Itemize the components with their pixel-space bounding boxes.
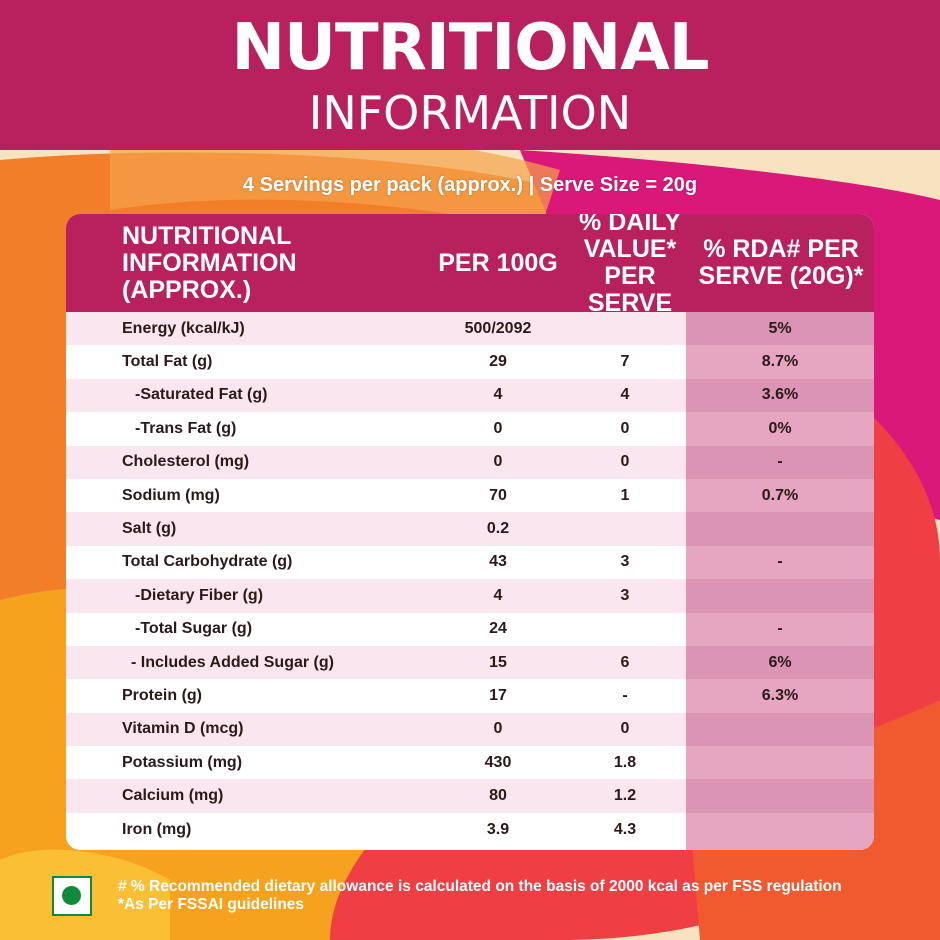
daily-value: 0	[620, 419, 630, 437]
per-100g-value: 24	[489, 620, 507, 638]
table-row: -Trans Fat (g) 0 0 0%	[66, 412, 874, 445]
page-header: NUTRITIONAL INFORMATION	[0, 0, 940, 150]
nutrient-name: Salt (g)	[122, 520, 177, 538]
veg-dot	[62, 886, 81, 905]
table-row: Calcium (mg) 80 1.2	[66, 779, 874, 813]
nutrient-name: Total Fat (g)	[122, 353, 213, 371]
per-100g-value: 4	[493, 586, 503, 604]
rda-value	[686, 746, 874, 779]
table-row: Energy (kcal/kJ) 500/2092 5%	[66, 312, 874, 346]
nutrition-table: NUTRITIONAL INFORMATION (APPROX.) PER 10…	[66, 214, 874, 850]
daily-value: 3	[620, 586, 630, 604]
daily-value: -	[622, 686, 628, 704]
veg-symbol-icon	[52, 876, 92, 916]
daily-value: 6	[620, 653, 630, 671]
per-100g-value: 0	[493, 419, 503, 437]
rda-value	[686, 712, 874, 747]
nutrient-name: -Saturated Fat (g)	[135, 386, 268, 404]
table-row: Vitamin D (mcg) 0 0	[66, 712, 874, 747]
table-header: NUTRITIONAL INFORMATION (APPROX.) PER 10…	[66, 214, 874, 317]
per-100g-value: 4	[493, 386, 503, 404]
rda-value: -	[777, 620, 783, 638]
rda-value: 5%	[686, 312, 874, 346]
nutrient-name: Vitamin D (mcg)	[122, 720, 244, 738]
table-row: -Dietary Fiber (g) 4 3	[66, 579, 874, 613]
rda-value	[686, 813, 874, 846]
rda-value	[686, 579, 874, 613]
serving-info: 4 Servings per pack (approx.) | Serve Si…	[242, 174, 698, 196]
per-100g-value: 17	[489, 686, 507, 704]
daily-value: 4.3	[613, 820, 637, 838]
nutrient-name: -Trans Fat (g)	[135, 419, 237, 437]
rda-value: -	[777, 553, 783, 571]
nutrient-name: - Includes Added Sugar (g)	[131, 653, 334, 671]
per-100g-value: 0.2	[486, 520, 510, 538]
daily-value: 1	[620, 486, 630, 504]
table-row: Cholesterol (mg) 0 0 -	[66, 445, 874, 479]
daily-value: 7	[620, 353, 630, 371]
table-row: - Includes Added Sugar (g) 15 6 6%	[66, 645, 874, 680]
daily-value: 1.8	[613, 753, 637, 771]
per-100g-value: 43	[489, 553, 507, 571]
daily-value: 0	[620, 720, 630, 738]
per-100g-value: 0	[493, 720, 503, 738]
rda-value: 0.7%	[761, 486, 799, 504]
rda-value: 3.6%	[686, 378, 874, 413]
column-header-rda: % RDA# PER SERVE (20G)*	[698, 235, 864, 290]
footnote-fssai: *As Per FSSAI guidelines	[118, 896, 305, 913]
daily-value: 4	[620, 386, 630, 404]
per-100g-value: 29	[489, 353, 507, 371]
nutrient-name: Sodium (mg)	[122, 486, 220, 504]
daily-value: 3	[620, 553, 630, 571]
column-header-name: NUTRITIONAL INFORMATION (APPROX.)	[122, 221, 297, 304]
daily-value: 0	[620, 453, 630, 471]
column-header-daily-value: % DAILY VALUE* PER SERVE	[579, 214, 681, 317]
per-100g-value: 500/2092	[464, 319, 532, 337]
per-100g-value: 15	[489, 653, 507, 671]
rda-value	[686, 779, 874, 813]
title-nutritional: NUTRITIONAL	[231, 11, 709, 85]
table-body: Energy (kcal/kJ) 500/2092 5% Total Fat (g) 2…	[66, 312, 874, 846]
per-100g-value: 3.9	[486, 820, 510, 838]
rda-value: -	[686, 445, 874, 479]
table-row: Protein (g) 17 - 6.3%	[66, 679, 874, 712]
table-row: -Total Sugar (g) 24 -	[66, 613, 874, 646]
nutrient-name: Protein (g)	[122, 686, 202, 704]
rda-value: 0%	[768, 419, 792, 437]
nutrient-name: -Total Sugar (g)	[135, 620, 253, 638]
table-row: Sodium (mg) 70 1 0.7%	[66, 479, 874, 512]
rda-value: 8.7%	[761, 353, 799, 371]
table-row: Total Fat (g) 29 7 8.7%	[66, 345, 874, 378]
nutrient-name: Iron (mg)	[122, 820, 192, 838]
per-100g-value: 430	[484, 753, 512, 771]
per-100g-value: 70	[489, 486, 507, 504]
rda-value	[686, 512, 874, 546]
nutrient-name: Total Carbohydrate (g)	[122, 553, 293, 571]
table-row: -Saturated Fat (g) 4 4 3.6%	[66, 378, 874, 413]
daily-value	[562, 613, 688, 646]
nutrient-name: Potassium (mg)	[122, 753, 243, 771]
column-header-per-100g: PER 100G	[438, 248, 558, 277]
nutrient-name: Calcium (mg)	[122, 787, 224, 805]
title-information: INFORMATION	[308, 86, 632, 140]
rda-value: 6.3%	[761, 686, 799, 704]
nutrient-name: Energy (kcal/kJ)	[122, 319, 245, 337]
table-row: Salt (g) 0.2	[66, 512, 874, 546]
rda-value: 6%	[686, 645, 874, 680]
table-row: Iron (mg) 3.9 4.3	[66, 813, 874, 846]
table-row: Total Carbohydrate (g) 43 3 -	[66, 546, 874, 579]
table-row: Potassium (mg) 430 1.8	[66, 746, 874, 779]
daily-value	[562, 312, 688, 345]
daily-value	[562, 512, 688, 545]
daily-value: 1.2	[613, 787, 637, 805]
per-100g-value: 80	[489, 787, 507, 805]
footnote-rda: # % Recommended dietary allowance is cal…	[118, 878, 842, 895]
nutrient-name: -Dietary Fiber (g)	[135, 586, 264, 604]
per-100g-value: 0	[493, 453, 503, 471]
nutrient-name: Cholesterol (mg)	[122, 453, 250, 471]
